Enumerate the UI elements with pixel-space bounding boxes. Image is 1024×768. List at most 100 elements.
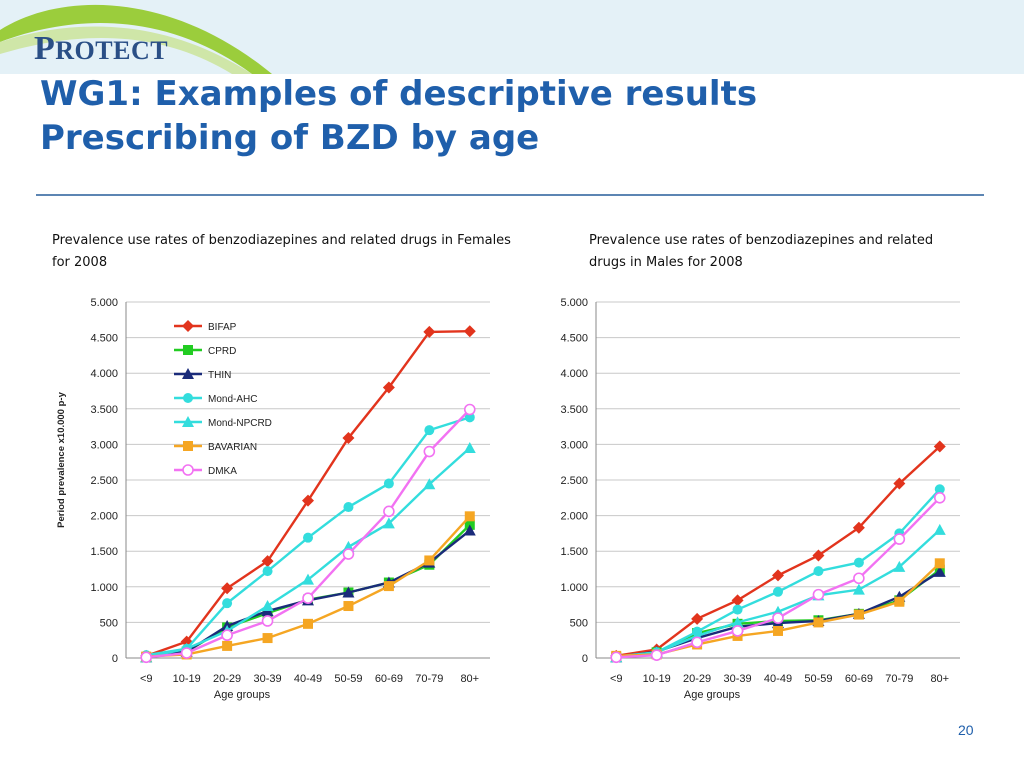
x-tick-label: 40-49 xyxy=(294,673,322,685)
data-point-bifap xyxy=(933,440,946,453)
y-tick-label: 1.500 xyxy=(560,546,588,558)
legend-marker xyxy=(183,393,193,403)
data-point-dmka xyxy=(383,505,395,518)
data-point-mond-ahc xyxy=(813,566,824,577)
y-tick-label: 1.000 xyxy=(90,582,118,594)
data-point-bavarian xyxy=(222,640,233,651)
y-tick-label: 500 xyxy=(100,617,118,629)
data-point-dmka xyxy=(423,445,436,458)
legend-label: Mond-AHC xyxy=(208,394,257,405)
data-point-mond-npcrd xyxy=(852,583,865,595)
legend-label: BIFAP xyxy=(208,322,237,333)
data-point-mond-ahc xyxy=(262,566,273,577)
y-tick-label: 3.500 xyxy=(560,404,588,416)
y-tick-label: 1.000 xyxy=(560,582,588,594)
data-point-dmka xyxy=(772,612,784,624)
data-point-mond-npcrd xyxy=(731,616,744,628)
data-point-mond-ahc xyxy=(773,586,783,597)
data-point-mond-npcrd xyxy=(423,478,436,490)
data-point-mond-npcrd xyxy=(382,517,395,529)
data-point-dmka xyxy=(610,651,623,664)
logo-initial: P xyxy=(34,30,56,67)
chart-males: 0 500 1.000 1.500 2.000 2.500 3.000 3.500 4.000 4… xyxy=(560,297,960,701)
data-point-bifap xyxy=(342,431,355,444)
data-point-mond-ahc xyxy=(343,502,354,513)
data-point-mond-ahc xyxy=(464,412,475,423)
data-point-dmka xyxy=(650,649,663,661)
title-line-2: Prescribing of BZD by age xyxy=(40,118,540,158)
data-point-dmka xyxy=(893,533,906,545)
data-point-bavarian xyxy=(934,558,945,569)
logo-rest: ROTECT xyxy=(55,36,169,65)
x-tick-label: 70-79 xyxy=(415,673,443,685)
data-point-bavarian xyxy=(303,618,313,629)
x-tick-label: 80+ xyxy=(930,673,949,685)
data-point-dmka xyxy=(463,403,476,416)
x-axis-title: Age groups xyxy=(684,689,741,701)
data-point-mond-ahc xyxy=(424,425,435,436)
data-point-mond-ahc xyxy=(383,478,394,489)
chart-females: 0 500 1.000 1.500 2.000 2.500 3.000 3.500 4.000 4… xyxy=(56,297,490,701)
data-point-dmka xyxy=(140,651,153,664)
legend-label: CPRD xyxy=(208,346,236,357)
x-tick-label: 60-69 xyxy=(375,673,403,685)
legend-marker xyxy=(183,345,193,355)
data-point-bavarian xyxy=(424,555,435,566)
legend-marker xyxy=(182,368,194,379)
data-point-dmka xyxy=(933,492,946,504)
data-point-mond-ahc xyxy=(732,604,743,615)
y-tick-label: 5.000 xyxy=(560,297,588,309)
legend-label: DMKA xyxy=(208,466,237,477)
data-point-bifap xyxy=(423,325,436,338)
y-tick-label: 2.000 xyxy=(560,511,588,523)
x-axis-title: Age groups xyxy=(214,689,271,701)
data-point-bavarian xyxy=(262,633,273,644)
protect-logo: PROTECT xyxy=(0,0,290,74)
caption-females: Prevalence use rates of benzodiazepines … xyxy=(52,233,511,270)
data-point-bavarian xyxy=(343,601,354,612)
series-dmka xyxy=(140,403,476,664)
data-point-bavarian xyxy=(464,511,475,522)
data-point-bifap xyxy=(893,477,906,490)
data-point-dmka xyxy=(180,647,193,659)
y-tick-label: 2.000 xyxy=(90,511,118,523)
x-tick-label: 70-79 xyxy=(885,673,913,685)
x-tick-label: 50-59 xyxy=(334,673,362,685)
data-point-bifap xyxy=(463,325,476,338)
logo-swoosh-icon xyxy=(0,4,272,74)
data-point-bavarian xyxy=(383,581,394,592)
data-point-bifap xyxy=(302,494,314,507)
x-tick-label: <9 xyxy=(610,673,623,685)
data-point-dmka xyxy=(731,625,744,637)
data-point-dmka xyxy=(812,588,825,601)
data-point-mond-npcrd xyxy=(893,560,906,572)
title-line-1: WG1: Examples of descriptive results xyxy=(40,74,758,114)
series-bifap xyxy=(610,440,946,662)
chart-legend: BIFAP CPRD THIN Mond-AHC Mond-NPCRD BAVARIAN D… xyxy=(174,320,272,477)
y-tick-label: 4.500 xyxy=(90,333,118,345)
y-tick-label: 2.500 xyxy=(560,475,588,487)
data-point-mond-npcrd xyxy=(463,441,476,453)
caption-males: Prevalence use rates of benzodiazepines … xyxy=(589,233,934,270)
title-divider xyxy=(36,194,984,196)
slide-title: WG1: Examples of descriptive results Pre… xyxy=(40,72,757,160)
y-tick-label: 4.000 xyxy=(90,368,118,380)
x-tick-label: 20-29 xyxy=(213,673,241,685)
chart-grid xyxy=(596,301,960,659)
x-tick-label: 60-69 xyxy=(845,673,873,685)
legend-marker xyxy=(182,320,194,332)
data-point-dmka xyxy=(342,548,355,560)
data-point-mond-npcrd xyxy=(302,573,314,585)
logo-text: PROTECT xyxy=(34,30,168,68)
data-point-bifap xyxy=(691,612,704,625)
data-point-bifap xyxy=(382,381,395,394)
data-point-dmka xyxy=(691,636,703,649)
x-tick-label: 20-29 xyxy=(683,673,711,685)
legend-marker xyxy=(182,416,194,427)
x-tick-label: 80+ xyxy=(460,673,479,685)
y-tick-label: 2.500 xyxy=(90,475,118,487)
x-tick-label: 10-19 xyxy=(173,673,201,685)
data-point-dmka xyxy=(302,592,314,604)
y-tick-label: 0 xyxy=(112,653,118,665)
y-tick-label: 4.000 xyxy=(560,368,588,380)
